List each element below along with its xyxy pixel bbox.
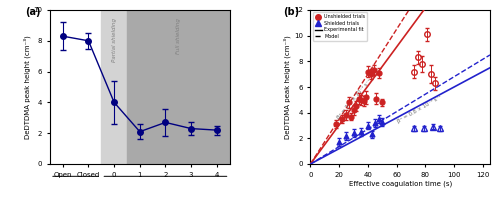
Text: βᴰ = 0.8 × 10⁻⁵ s⁻¹: βᴰ = 0.8 × 10⁻⁵ s⁻¹ — [396, 94, 442, 124]
Text: (b): (b) — [284, 7, 300, 17]
Text: βᴰ = 2.0 × 10⁻⁵ s⁻¹: βᴰ = 2.0 × 10⁻⁵ s⁻¹ — [336, 78, 372, 120]
Text: (a): (a) — [25, 7, 40, 17]
Y-axis label: DeDTDMA peak height (cm⁻³): DeDTDMA peak height (cm⁻³) — [284, 35, 291, 139]
Text: Partial shielding: Partial shielding — [112, 18, 116, 62]
Bar — [102, 10, 127, 164]
X-axis label: Effective coagulation time (s): Effective coagulation time (s) — [348, 180, 452, 187]
Legend: Unshielded trials, Shielded trials, Experimental fit, Model: Unshielded trials, Shielded trials, Expe… — [313, 12, 367, 41]
Bar — [127, 10, 230, 164]
Y-axis label: DeDTDMA peak height (cm⁻³): DeDTDMA peak height (cm⁻³) — [23, 35, 30, 139]
Text: Full shielding: Full shielding — [176, 18, 181, 54]
